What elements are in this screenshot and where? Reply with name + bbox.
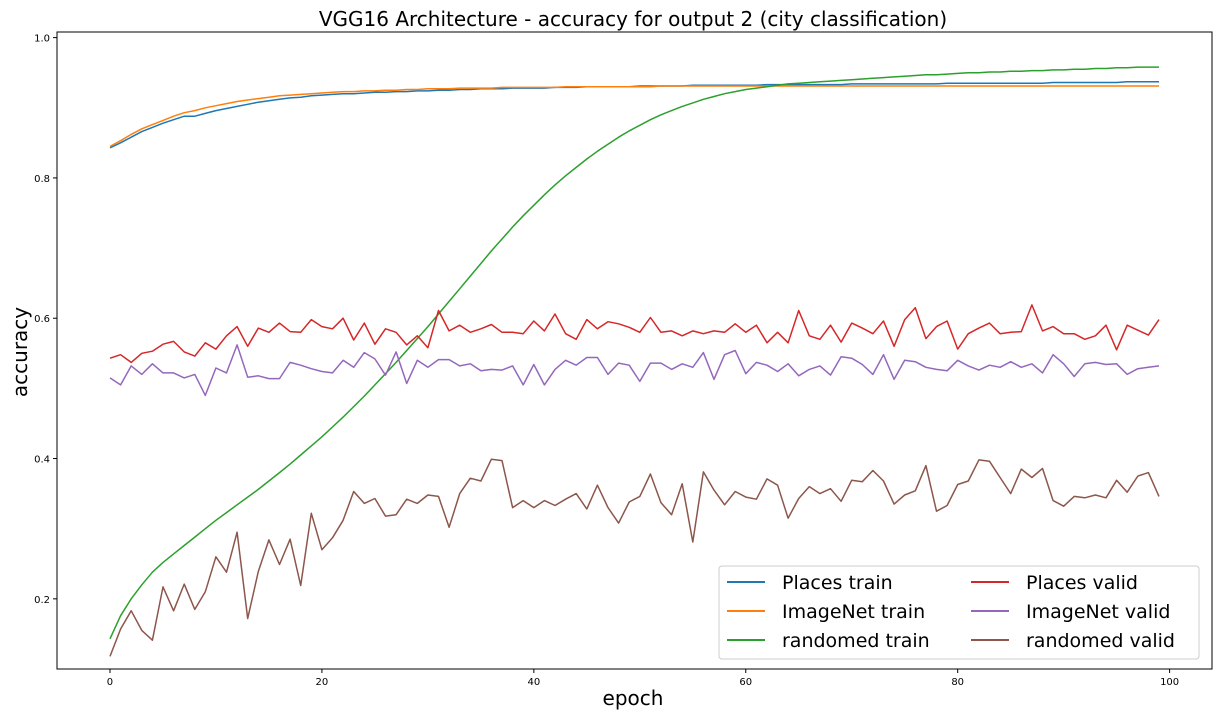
series-line-imagenet-valid bbox=[109, 344, 1160, 397]
y-tick-label: 0.6 bbox=[34, 314, 50, 325]
legend-label: randomed valid bbox=[1026, 630, 1175, 652]
x-tick-label: 80 bbox=[951, 677, 964, 688]
y-tick-label: 0.2 bbox=[34, 595, 50, 606]
series-line-places-valid bbox=[109, 304, 1160, 364]
x-axis-label: epoch bbox=[603, 686, 664, 710]
y-tick-label: 0.4 bbox=[34, 455, 50, 466]
x-tick-label: 40 bbox=[527, 677, 540, 688]
y-tick-label: 1.0 bbox=[34, 34, 50, 45]
legend-label: ImageNet train bbox=[782, 601, 925, 623]
plot-frame bbox=[56, 31, 1213, 670]
series-line-places-train bbox=[109, 81, 1159, 149]
x-tick-label: 0 bbox=[107, 677, 113, 688]
y-tick-label: 0.8 bbox=[34, 174, 50, 185]
x-tick-label: 100 bbox=[1160, 677, 1179, 688]
series-line-imagenet-train bbox=[109, 85, 1159, 148]
y-axis-label: accuracy bbox=[8, 307, 32, 397]
axis-ticks: 0 20 40 60 80 100 0.2 0.4 0.6 0.8 1.0 bbox=[34, 34, 1179, 688]
legend-label: randomed train bbox=[782, 630, 930, 652]
x-tick-label: 20 bbox=[316, 677, 329, 688]
legend-label: Places train bbox=[782, 572, 893, 594]
legend-label: Places valid bbox=[1026, 572, 1138, 594]
plot-lines bbox=[109, 66, 1160, 657]
legend-box bbox=[718, 565, 1200, 660]
legend: Places train ImageNet train randomed train… bbox=[718, 565, 1200, 660]
x-tick-label: 60 bbox=[739, 677, 752, 688]
chart-title: VGG16 Architecture - accuracy for output… bbox=[319, 7, 947, 31]
series-line-randomed-train bbox=[109, 66, 1159, 640]
legend-label: ImageNet valid bbox=[1026, 601, 1170, 623]
series-line-randomed-valid bbox=[109, 458, 1160, 657]
